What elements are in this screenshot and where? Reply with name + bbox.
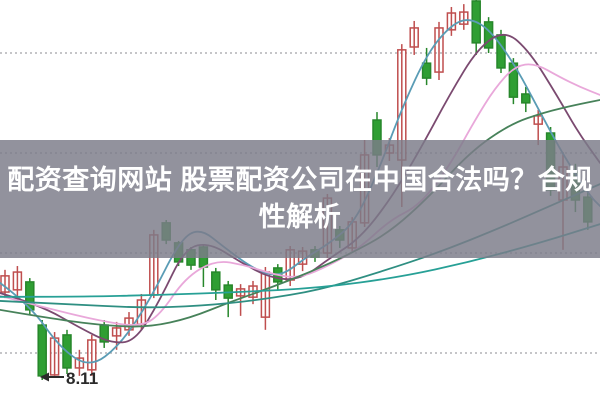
- article-title-line-1: 配资查询网站 股票配资公司在中国合法吗？合规: [7, 165, 593, 195]
- candle-body: [211, 271, 221, 291]
- candle: [483, 17, 494, 54]
- candle-body: [459, 11, 469, 25]
- candle-body: [434, 27, 444, 73]
- candle: [521, 86, 531, 113]
- candle-body: [421, 62, 432, 79]
- candle: [533, 109, 543, 146]
- candle-body: [409, 27, 419, 48]
- candle: [446, 6, 457, 36]
- candle-body: [111, 327, 122, 337]
- candle-body: [12, 271, 23, 291]
- candle-body: [74, 357, 85, 369]
- candle-body: [446, 12, 457, 31]
- candle-body: [87, 339, 97, 371]
- candle: [74, 349, 85, 376]
- title-overlay: 配资查询网站 股票配资公司在中国合法吗？合规 性解析: [0, 140, 600, 258]
- candle: [471, 0, 481, 55]
- candle-body: [37, 324, 47, 377]
- candle: [12, 266, 23, 300]
- candle: [87, 334, 97, 376]
- ma-line-ma30: [0, 99, 600, 328]
- candle: [37, 320, 47, 380]
- candle: [211, 267, 221, 300]
- candle-body: [533, 115, 543, 125]
- low-annotation-arrowhead-icon: [40, 372, 49, 382]
- candle: [409, 20, 419, 55]
- low-price-label: 8.11: [66, 369, 98, 388]
- candle-body: [25, 281, 35, 311]
- candle: [421, 47, 432, 86]
- article-title-line-2: 性解析: [258, 202, 342, 232]
- candle: [223, 280, 233, 318]
- candle: [434, 21, 444, 80]
- candle: [459, 4, 469, 30]
- candle-body: [496, 34, 506, 69]
- candle-body: [521, 93, 531, 104]
- low-annotation: 8.11: [40, 369, 98, 388]
